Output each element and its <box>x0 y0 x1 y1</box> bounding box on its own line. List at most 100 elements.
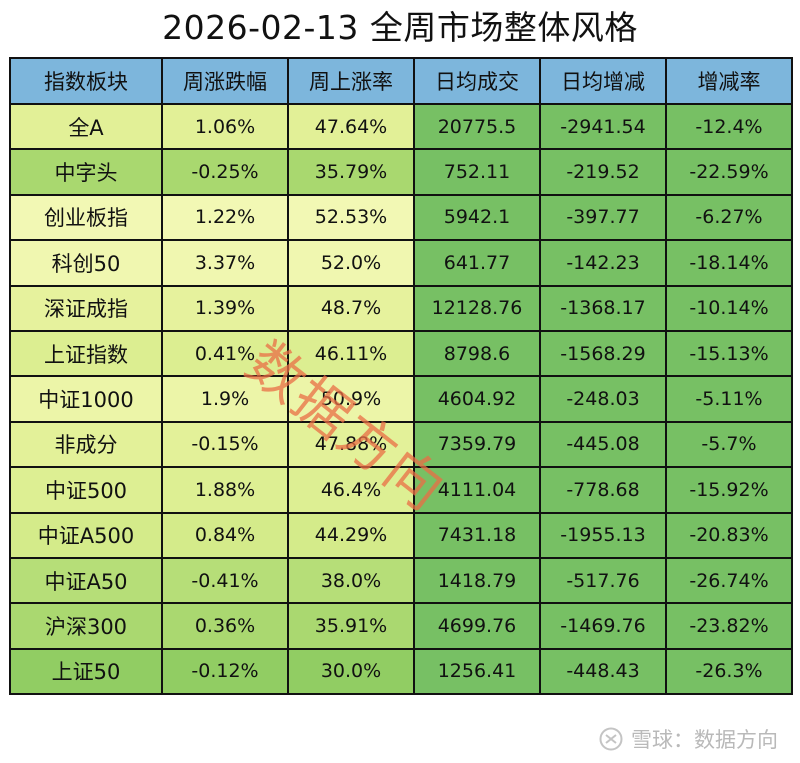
footer-brand: 雪球：数据方向 <box>599 724 778 754</box>
weekly-change: 0.41% <box>161 329 289 378</box>
daily-avg-delta: -1568.29 <box>539 329 667 378</box>
weekly-up-ratio: 52.53% <box>287 193 415 242</box>
table-row: 中证A50 -0.41% 38.0% 1418.79 -517.76 -26.7… <box>9 556 793 605</box>
footer-brand-text: 雪球：数据方向 <box>631 728 778 752</box>
page-title: 2026-02-13 全周市场整体风格 <box>162 8 638 47</box>
daily-avg-delta: -1955.13 <box>539 511 667 559</box>
delta-rate: -12.4% <box>665 102 793 151</box>
weekly-change: 1.22% <box>161 193 289 242</box>
daily-avg-volume: 8798.6 <box>413 329 541 378</box>
daily-avg-volume: 1256.41 <box>413 647 541 696</box>
weekly-up-ratio: 46.4% <box>287 466 415 514</box>
delta-rate: -5.11% <box>665 375 793 423</box>
daily-avg-volume: 20775.5 <box>413 102 541 151</box>
daily-avg-delta: -1368.17 <box>539 284 667 332</box>
daily-avg-delta: -1469.76 <box>539 602 667 650</box>
table-row: 上证50 -0.12% 30.0% 1256.41 -448.43 -26.3% <box>9 647 793 696</box>
table-row: 深证成指 1.39% 48.7% 12128.76 -1368.17 -10.1… <box>9 284 793 332</box>
delta-rate: -5.7% <box>665 420 793 469</box>
header-index-sector: 指数板块 <box>9 57 163 105</box>
weekly-change: 1.06% <box>161 102 289 151</box>
snowball-logo-icon <box>599 727 623 751</box>
weekly-change: 3.37% <box>161 239 289 287</box>
daily-avg-volume: 7431.18 <box>413 511 541 559</box>
delta-rate: -15.13% <box>665 329 793 378</box>
daily-avg-volume: 641.77 <box>413 239 541 287</box>
daily-avg-volume: 7359.79 <box>413 420 541 469</box>
weekly-change: 1.88% <box>161 466 289 514</box>
header-daily-avg-delta: 日均增减 <box>539 57 667 105</box>
weekly-up-ratio: 46.11% <box>287 329 415 378</box>
daily-avg-volume: 12128.76 <box>413 284 541 332</box>
index-name: 全A <box>9 102 163 151</box>
table-row: 中字头 -0.25% 35.79% 752.11 -219.52 -22.59% <box>9 148 793 196</box>
weekly-up-ratio: 48.7% <box>287 284 415 332</box>
delta-rate: -22.59% <box>665 148 793 196</box>
table-row: 全A 1.06% 47.64% 20775.5 -2941.54 -12.4% <box>9 102 793 151</box>
index-name: 中证A50 <box>9 556 163 605</box>
index-name: 非成分 <box>9 420 163 469</box>
weekly-change: -0.25% <box>161 148 289 196</box>
daily-avg-delta: -778.68 <box>539 466 667 514</box>
delta-rate: -18.14% <box>665 239 793 287</box>
daily-avg-delta: -517.76 <box>539 556 667 605</box>
table-row: 上证指数 0.41% 46.11% 8798.6 -1568.29 -15.13… <box>9 329 793 378</box>
weekly-up-ratio: 35.79% <box>287 148 415 196</box>
index-name: 上证50 <box>9 647 163 696</box>
table-row: 中证1000 1.9% 50.9% 4604.92 -248.03 -5.11% <box>9 375 793 423</box>
delta-rate: -26.3% <box>665 647 793 696</box>
daily-avg-delta: -397.77 <box>539 193 667 242</box>
table-row: 沪深300 0.36% 35.91% 4699.76 -1469.76 -23.… <box>9 602 793 650</box>
index-name: 科创50 <box>9 239 163 287</box>
delta-rate: -23.82% <box>665 602 793 650</box>
index-name: 中证A500 <box>9 511 163 559</box>
header-daily-avg-volume: 日均成交 <box>413 57 541 105</box>
market-style-table: 指数板块 周涨跌幅 周上涨率 日均成交 日均增减 增减率 全A 1.06% 47… <box>9 57 793 696</box>
table-row: 创业板指 1.22% 52.53% 5942.1 -397.77 -6.27% <box>9 193 793 242</box>
delta-rate: -10.14% <box>665 284 793 332</box>
daily-avg-volume: 752.11 <box>413 148 541 196</box>
delta-rate: -26.74% <box>665 556 793 605</box>
index-name: 中证500 <box>9 466 163 514</box>
weekly-up-ratio: 30.0% <box>287 647 415 696</box>
daily-avg-delta: -448.43 <box>539 647 667 696</box>
table-header-row: 指数板块 周涨跌幅 周上涨率 日均成交 日均增减 增减率 <box>9 57 793 105</box>
index-name: 深证成指 <box>9 284 163 332</box>
daily-avg-delta: -2941.54 <box>539 102 667 151</box>
weekly-up-ratio: 52.0% <box>287 239 415 287</box>
header-delta-rate: 增减率 <box>665 57 793 105</box>
daily-avg-volume: 4604.92 <box>413 375 541 423</box>
weekly-change: -0.12% <box>161 647 289 696</box>
weekly-change: 1.9% <box>161 375 289 423</box>
daily-avg-volume: 4111.04 <box>413 466 541 514</box>
table-row: 科创50 3.37% 52.0% 641.77 -142.23 -18.14% <box>9 239 793 287</box>
weekly-change: 0.36% <box>161 602 289 650</box>
daily-avg-delta: -445.08 <box>539 420 667 469</box>
daily-avg-delta: -142.23 <box>539 239 667 287</box>
index-name: 创业板指 <box>9 193 163 242</box>
weekly-change: 0.84% <box>161 511 289 559</box>
weekly-up-ratio: 50.9% <box>287 375 415 423</box>
header-weekly-up-ratio: 周上涨率 <box>287 57 415 105</box>
weekly-change: -0.41% <box>161 556 289 605</box>
delta-rate: -20.83% <box>665 511 793 559</box>
index-name: 中证1000 <box>9 375 163 423</box>
delta-rate: -6.27% <box>665 193 793 242</box>
weekly-change: -0.15% <box>161 420 289 469</box>
weekly-up-ratio: 35.91% <box>287 602 415 650</box>
table-row: 中证A500 0.84% 44.29% 7431.18 -1955.13 -20… <box>9 511 793 559</box>
daily-avg-volume: 5942.1 <box>413 193 541 242</box>
weekly-up-ratio: 47.88% <box>287 420 415 469</box>
delta-rate: -15.92% <box>665 466 793 514</box>
index-name: 沪深300 <box>9 602 163 650</box>
weekly-up-ratio: 38.0% <box>287 556 415 605</box>
weekly-change: 1.39% <box>161 284 289 332</box>
weekly-up-ratio: 44.29% <box>287 511 415 559</box>
table-row: 中证500 1.88% 46.4% 4111.04 -778.68 -15.92… <box>9 466 793 514</box>
index-name: 中字头 <box>9 148 163 196</box>
weekly-up-ratio: 47.64% <box>287 102 415 151</box>
index-name: 上证指数 <box>9 329 163 378</box>
daily-avg-volume: 1418.79 <box>413 556 541 605</box>
table-row: 非成分 -0.15% 47.88% 7359.79 -445.08 -5.7% <box>9 420 793 469</box>
daily-avg-delta: -248.03 <box>539 375 667 423</box>
